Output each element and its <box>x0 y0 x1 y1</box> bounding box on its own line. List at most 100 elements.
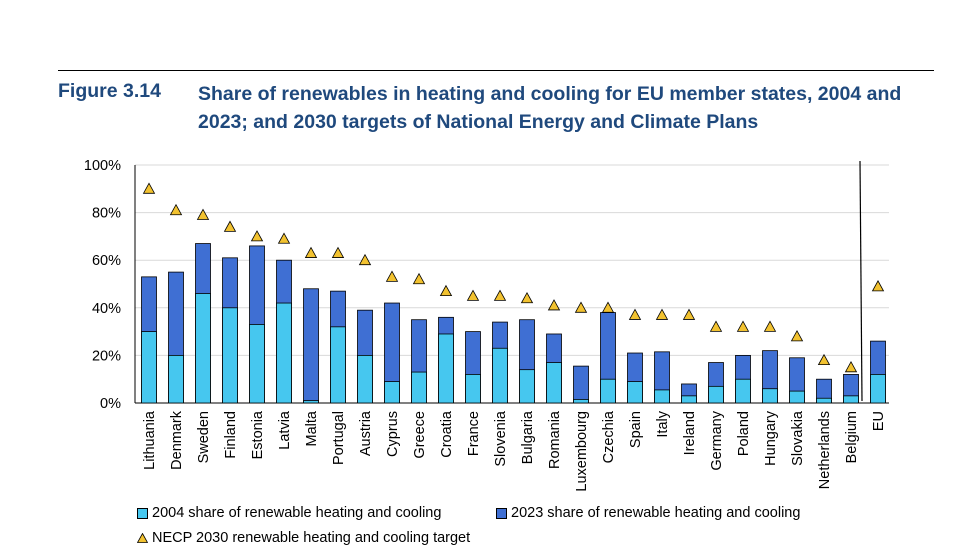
x-category-label: Denmark <box>169 410 185 470</box>
bar-2004 <box>654 389 670 404</box>
bar-2004 <box>438 333 454 404</box>
x-category-label: Croatia <box>439 410 455 458</box>
legend-swatch-2004 <box>137 507 148 519</box>
bar-2004 <box>627 381 643 404</box>
y-tick-label: 0% <box>100 396 121 412</box>
target-marker <box>250 230 264 242</box>
bar-2004 <box>492 347 508 404</box>
bar-2004 <box>762 388 778 404</box>
bar-2004 <box>411 371 427 404</box>
bar-2004 <box>789 390 805 404</box>
legend-item-2004: 2004 share of renewable heating and cool… <box>137 505 441 521</box>
figure-title: Share of renewables in heating and cooli… <box>198 83 902 133</box>
legend-swatch-2023 <box>496 507 507 519</box>
bar-2004 <box>573 399 589 404</box>
target-marker <box>655 308 669 320</box>
x-category-label: Romania <box>547 410 563 469</box>
x-category-label: Slovakia <box>790 410 806 466</box>
legend-item-2023: 2023 share of renewable heating and cool… <box>496 505 800 521</box>
target-marker <box>466 289 480 301</box>
target-marker <box>763 320 777 332</box>
target-marker <box>223 220 237 232</box>
bar-2023 <box>303 288 319 404</box>
target-marker <box>817 353 831 366</box>
bar-2004 <box>600 378 616 404</box>
bar-2004 <box>222 307 238 404</box>
bar-2004 <box>276 302 292 404</box>
bar-2004 <box>465 374 481 404</box>
x-category-label: Netherlands <box>817 411 833 489</box>
target-marker <box>493 289 507 301</box>
y-tick-label: 20% <box>92 348 121 364</box>
bar-2004 <box>681 395 697 404</box>
target-marker <box>547 299 561 311</box>
target-marker <box>709 320 723 332</box>
legend-label-target: NECP 2030 renewable heating and cooling … <box>152 530 471 546</box>
bar-2004 <box>168 354 184 404</box>
legend-label-2023: 2023 share of renewable heating and cool… <box>511 505 801 521</box>
bar-2004 <box>735 378 751 404</box>
y-tick-label: 60% <box>92 253 121 269</box>
target-marker <box>736 320 750 332</box>
target-marker <box>277 232 291 244</box>
triangle-icon <box>137 533 148 543</box>
target-marker <box>169 203 183 216</box>
bar-2004 <box>384 381 400 404</box>
x-category-label: Greece <box>412 411 428 459</box>
target-marker <box>601 301 615 313</box>
target-marker <box>871 280 885 292</box>
x-category-label: Germany <box>709 410 725 470</box>
x-category-label: Portugal <box>331 411 347 465</box>
bar-2004 <box>357 354 373 404</box>
x-category-label: Lithuania <box>142 410 158 470</box>
bar-2004 <box>330 326 346 404</box>
x-category-label: Finland <box>223 411 239 459</box>
bar-2004 <box>141 331 157 404</box>
x-category-label: Estonia <box>250 410 266 459</box>
bar-2004 <box>546 362 562 404</box>
bar-2004 <box>708 385 724 404</box>
x-category-label: Slovenia <box>493 410 509 467</box>
target-marker <box>142 182 156 194</box>
y-tick-label: 80% <box>92 206 121 222</box>
x-category-label: Spain <box>628 411 644 448</box>
bar-2004 <box>519 369 535 404</box>
bar-2004 <box>195 293 211 404</box>
legend-item-target: NECP 2030 renewable heating and cooling … <box>137 530 470 546</box>
target-marker <box>331 246 345 258</box>
figure-label: Figure 3.14 <box>58 80 161 102</box>
x-category-label: Austria <box>358 410 374 456</box>
target-marker <box>520 291 534 304</box>
top-rule <box>58 70 934 71</box>
x-category-label: Bulgaria <box>520 410 536 464</box>
x-category-label: Ireland <box>682 411 698 455</box>
x-category-label: Czechia <box>601 410 617 463</box>
bar-2004 <box>870 374 886 404</box>
x-category-label: France <box>466 411 482 456</box>
target-marker <box>574 301 588 313</box>
target-marker <box>358 253 372 266</box>
target-marker <box>385 270 399 282</box>
target-marker <box>682 308 696 320</box>
y-tick-label: 100% <box>84 158 121 174</box>
target-marker <box>412 272 426 285</box>
target-marker <box>628 308 642 320</box>
x-category-label: Malta <box>304 410 320 446</box>
legend-label-2004: 2004 share of renewable heating and cool… <box>152 505 442 521</box>
x-category-label: EU <box>871 411 887 431</box>
x-category-label: Luxembourg <box>574 411 590 492</box>
eu-separator-line <box>859 160 863 402</box>
x-category-label: Belgium <box>844 411 860 463</box>
bar-2004 <box>816 397 832 404</box>
target-marker <box>844 360 858 373</box>
x-category-label: Sweden <box>196 411 212 463</box>
x-category-label: Latvia <box>277 410 293 450</box>
target-marker <box>439 284 453 297</box>
target-marker <box>196 208 210 220</box>
x-category-label: Italy <box>655 410 671 437</box>
bar-2004 <box>303 400 319 404</box>
target-marker <box>790 330 804 342</box>
x-category-label: Hungary <box>763 410 779 466</box>
bar-2004 <box>843 395 859 404</box>
